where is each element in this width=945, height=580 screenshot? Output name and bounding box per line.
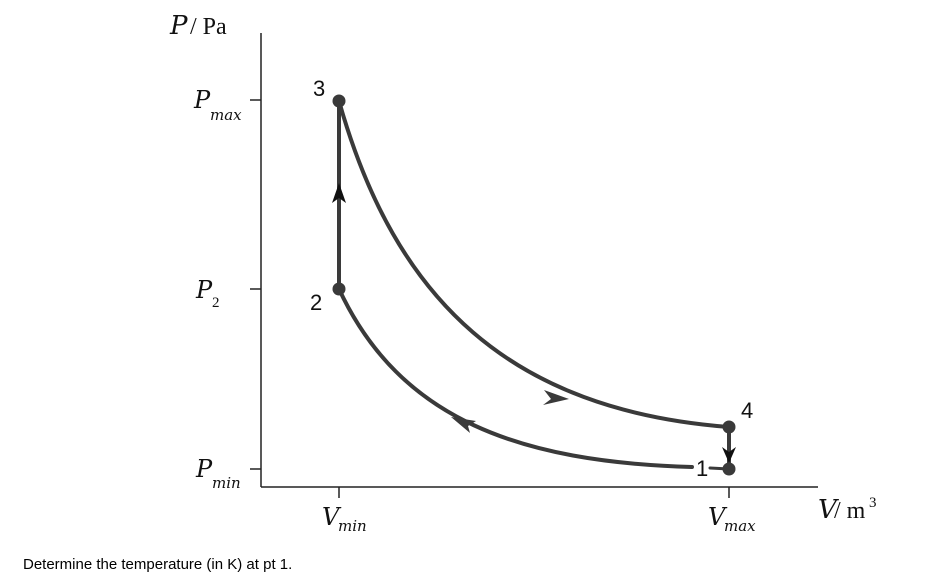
point-2-dot bbox=[332, 282, 346, 296]
path-3-to-4 bbox=[337, 99, 731, 429]
y-tick-sub-min: min bbox=[212, 474, 241, 492]
point-3-label: 3 bbox=[313, 76, 325, 101]
y-axis-unit: / Pa bbox=[190, 14, 227, 40]
point-4-label: 4 bbox=[741, 398, 753, 423]
y-tick-sub-max: max bbox=[210, 106, 242, 124]
path-1-to-2 bbox=[337, 287, 694, 469]
y-tick-label-max: P bbox=[193, 86, 211, 114]
question-text: Determine the temperature (in K) at pt 1… bbox=[23, 556, 293, 573]
cycle-paths bbox=[337, 99, 731, 471]
y-axis-label: P bbox=[169, 11, 188, 41]
x-tick-label-min: V bbox=[322, 503, 342, 531]
pv-diagram: P / Pa V / m 3 P max P 2 P min V min V m… bbox=[169, 11, 877, 535]
point-1-dot bbox=[722, 462, 736, 476]
point-2-label: 2 bbox=[310, 290, 322, 315]
x-axis-unit-superscript: 3 bbox=[869, 495, 877, 511]
x-tick-label-max: V bbox=[708, 503, 728, 531]
x-tick-sub-max: max bbox=[724, 517, 756, 535]
y-tick-sub-p2: 2 bbox=[212, 295, 220, 311]
arrow-left-icon bbox=[451, 417, 476, 433]
arrow-up-icon bbox=[332, 183, 346, 203]
arrow-right-icon bbox=[543, 390, 569, 405]
y-tick-label-min: P bbox=[195, 455, 213, 483]
y-tick-label-p2: P bbox=[195, 276, 213, 304]
arrow-down-icon bbox=[722, 447, 736, 463]
x-tick-sub-min: min bbox=[338, 517, 367, 535]
point-1-label: 1 bbox=[696, 456, 708, 481]
point-3-dot bbox=[332, 94, 346, 108]
x-axis-unit: / m bbox=[834, 498, 866, 524]
point-4-dot bbox=[722, 420, 736, 434]
x-axis-label: V bbox=[818, 495, 839, 525]
